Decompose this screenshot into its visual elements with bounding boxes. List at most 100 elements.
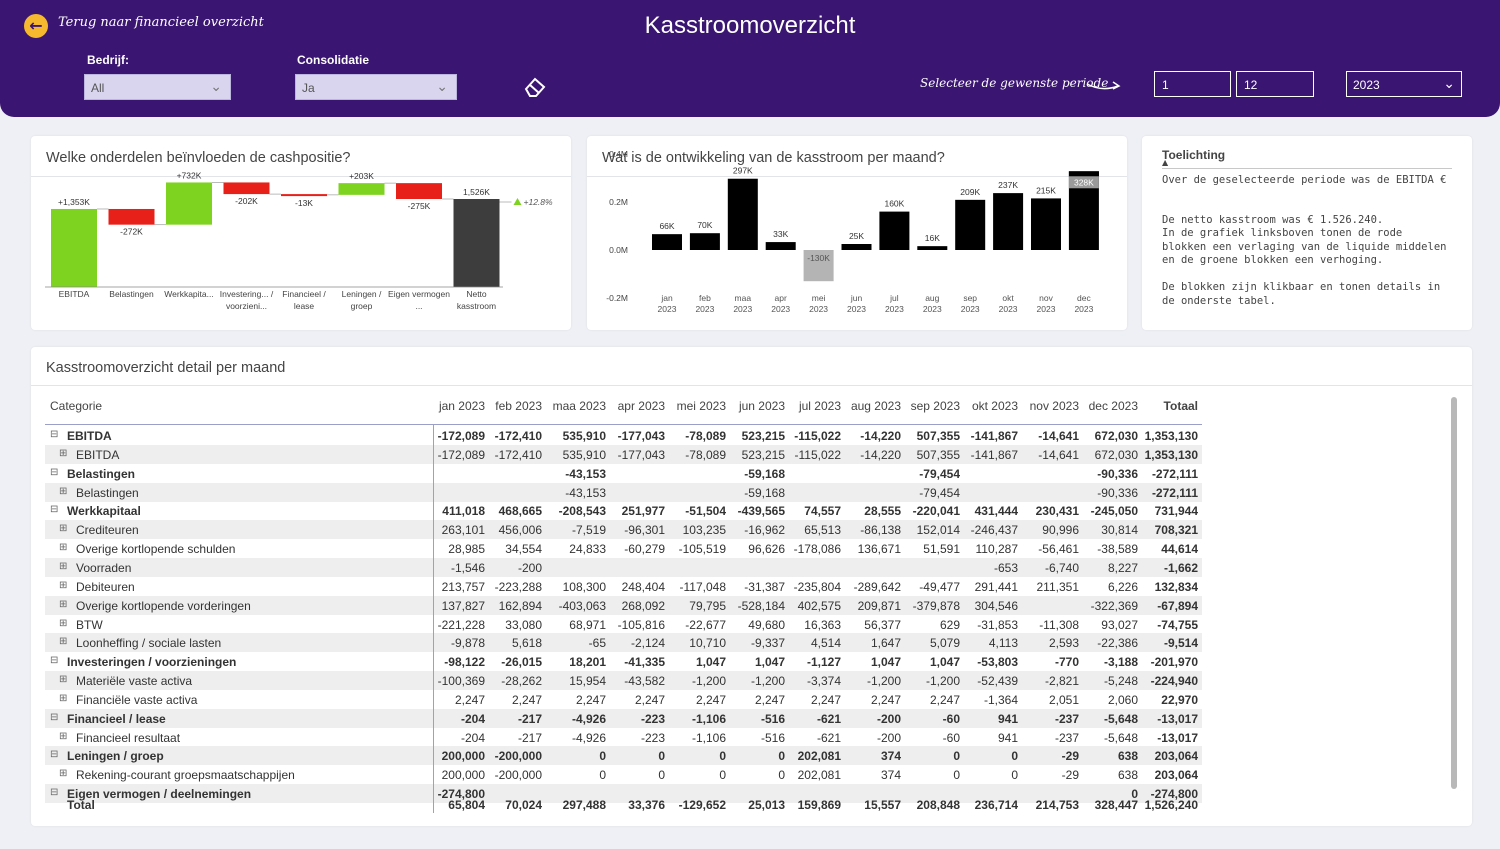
- total-cell: 70,024: [505, 798, 542, 812]
- table-cell: 0: [599, 749, 606, 764]
- expand-icon[interactable]: ⊞: [59, 768, 68, 780]
- row-label: Leningen / groep: [67, 749, 164, 764]
- monthly-bar[interactable]: [955, 199, 986, 250]
- expand-icon[interactable]: ⊞: [59, 636, 68, 648]
- table-row[interactable]: ⊞ Crediteuren 263,101 456,006 -7,519 -96,301 1…: [45, 520, 1202, 540]
- expand-icon[interactable]: ⊞: [59, 447, 68, 459]
- monthly-bar[interactable]: [803, 250, 834, 282]
- waterfall-bar[interactable]: [338, 183, 385, 195]
- table-row[interactable]: ⊞ Financieel resultaat -204 -217 -4,926 -223 -…: [45, 728, 1202, 747]
- expand-icon[interactable]: ⊞: [59, 485, 68, 497]
- table-cell: -16,962: [744, 523, 785, 538]
- table-cell: -217: [517, 730, 542, 745]
- period-from-input[interactable]: 1: [1154, 71, 1231, 97]
- expand-icon[interactable]: ⊞: [59, 560, 68, 572]
- table-row[interactable]: ⊟ Financieel / lease -204 -217 -4,926 -223 -1,…: [45, 708, 1202, 728]
- table-cell: 136,671: [857, 542, 901, 557]
- table-cell: -200,000: [494, 749, 542, 764]
- expand-icon[interactable]: ⊞: [59, 730, 68, 742]
- table-row[interactable]: ⊟ Belastingen -43,153 -59,168 -79,454 -90,336…: [45, 464, 1202, 483]
- monthly-bar[interactable]: [652, 234, 682, 250]
- monthly-bar[interactable]: [841, 244, 872, 250]
- collapse-icon[interactable]: ⊟: [50, 711, 59, 723]
- monthly-bar[interactable]: [993, 193, 1024, 250]
- waterfall-bar[interactable]: [281, 194, 327, 197]
- table-row[interactable]: ⊞ Belastingen -43,153 -59,168 -79,454 -90,336…: [45, 482, 1202, 502]
- monthly-bar[interactable]: [917, 246, 948, 250]
- table-cell: -100,369: [437, 674, 485, 689]
- back-arrow-icon[interactable]: ←: [24, 14, 48, 38]
- collapse-icon[interactable]: ⊟: [50, 504, 59, 516]
- header-bar: ← Terug naar financieel overzicht Kasstr…: [0, 0, 1500, 117]
- row-label: Overige kortlopende schulden: [76, 542, 236, 557]
- collapse-icon[interactable]: ⊟: [50, 749, 59, 761]
- eraser-icon[interactable]: [522, 76, 548, 98]
- table-row[interactable]: ⊞ Loonheffing / sociale lasten -9,878 5,618…: [45, 633, 1202, 653]
- waterfall-bar[interactable]: [396, 183, 442, 199]
- column-header: Totaal: [1163, 399, 1198, 413]
- waterfall-bar[interactable]: [166, 182, 212, 225]
- table-row[interactable]: ⊟ Eigen vermogen / deelnemingen -274,800 0-…: [45, 784, 1202, 804]
- monthly-bar[interactable]: [727, 178, 758, 250]
- collapse-icon[interactable]: ⊟: [50, 787, 59, 799]
- back-link[interactable]: Terug naar financieel overzicht: [58, 15, 264, 30]
- waterfall-bar[interactable]: [108, 208, 155, 225]
- month-label: jan: [660, 293, 673, 303]
- collapse-icon[interactable]: ⊟: [50, 466, 59, 478]
- table-row[interactable]: ⊞ Materiële vaste activa -100,369 -28,262 15…: [45, 671, 1202, 691]
- table-cell: 200,000: [441, 749, 485, 764]
- table-row[interactable]: ⊟ Investeringen / voorzieningen -98,122 -26…: [45, 652, 1202, 671]
- row-label: BTW: [76, 617, 103, 632]
- table-cell: 15,954: [569, 674, 606, 689]
- table-cell: -1,200: [866, 674, 901, 689]
- expand-icon[interactable]: ⊞: [59, 523, 68, 535]
- table-row[interactable]: ⊞ Rekening-courant groepsmaatschappijen 20…: [45, 765, 1202, 784]
- table-row[interactable]: ⊞ BTW -221,228 33,080 68,971 -105,816 -22,677 4…: [45, 615, 1202, 634]
- month-label: 2023: [1037, 304, 1056, 314]
- table-row[interactable]: ⊞ Voorraden -1,546 -200 -653 -6,740 8,227 -1,66…: [45, 557, 1202, 577]
- table-row[interactable]: ⊞ Overige kortlopende schulden 28,985 34,55…: [45, 539, 1202, 558]
- bedrijf-dropdown[interactable]: All ⌄: [84, 74, 231, 100]
- consolidatie-dropdown[interactable]: Ja ⌄: [295, 74, 457, 100]
- table-cell: -274,800: [1150, 787, 1198, 802]
- table-cell: 0: [1131, 787, 1138, 802]
- monthly-bar[interactable]: [1031, 198, 1061, 250]
- monthly-bar[interactable]: [689, 233, 720, 250]
- table-row[interactable]: ⊞ Debiteuren 213,757 -223,288 108,300 248,404…: [45, 577, 1202, 596]
- expand-icon[interactable]: ⊞: [59, 579, 68, 591]
- table-row[interactable]: ⊟ EBITDA -172,089 -172,410 535,910 -177,043 -7…: [45, 426, 1202, 445]
- expand-icon[interactable]: ⊞: [59, 674, 68, 686]
- expand-icon[interactable]: ⊞: [59, 598, 68, 610]
- table-cell: 535,910: [562, 429, 606, 443]
- period-to-input[interactable]: 12: [1236, 71, 1314, 97]
- table-cell: 0: [658, 768, 665, 783]
- year-dropdown[interactable]: 2023 ⌄: [1346, 71, 1462, 97]
- table-cell: -41,335: [624, 655, 665, 670]
- column-header: nov 2023: [1029, 399, 1079, 413]
- expand-icon[interactable]: ⊞: [59, 692, 68, 704]
- table-cell: -31,387: [744, 579, 785, 594]
- table-cell: -43,153: [565, 466, 606, 481]
- waterfall-bar[interactable]: [223, 182, 270, 195]
- expand-icon[interactable]: ⊞: [59, 542, 68, 554]
- monthly-bar[interactable]: [765, 242, 796, 250]
- table-row[interactable]: ⊞ EBITDA -172,089 -172,410 535,910 -177,043 -7…: [45, 444, 1202, 464]
- table-cell: -235,804: [793, 579, 841, 594]
- monthly-bar[interactable]: [879, 211, 910, 250]
- table-scrollbar[interactable]: [1451, 397, 1457, 789]
- table-cell: -289,642: [853, 579, 901, 594]
- waterfall-bar[interactable]: [453, 199, 500, 287]
- table-row[interactable]: ⊞ Overige kortlopende vorderingen 137,827 1…: [45, 595, 1202, 615]
- y-tick-label: 0.2M: [609, 197, 628, 207]
- collapse-icon[interactable]: ⊟: [50, 655, 59, 667]
- total-cell: -129,652: [678, 798, 726, 812]
- waterfall-bar[interactable]: [51, 208, 97, 287]
- table-row[interactable]: ⊞ Financiële vaste activa 2,247 2,247 2,247 2…: [45, 690, 1202, 709]
- table-row[interactable]: ⊟ Werkkapitaal 411,018 468,665 -208,543 251,9…: [45, 501, 1202, 520]
- table-row[interactable]: ⊟ Leningen / groep 200,000 -200,000 0 0 0 0 202,…: [45, 746, 1202, 766]
- collapse-icon[interactable]: ⊟: [50, 429, 59, 440]
- table-cell: -272,111: [1151, 485, 1198, 500]
- expand-icon[interactable]: ⊞: [59, 617, 68, 629]
- table-cell: -221,228: [437, 617, 485, 632]
- table-cell: 0: [778, 768, 785, 783]
